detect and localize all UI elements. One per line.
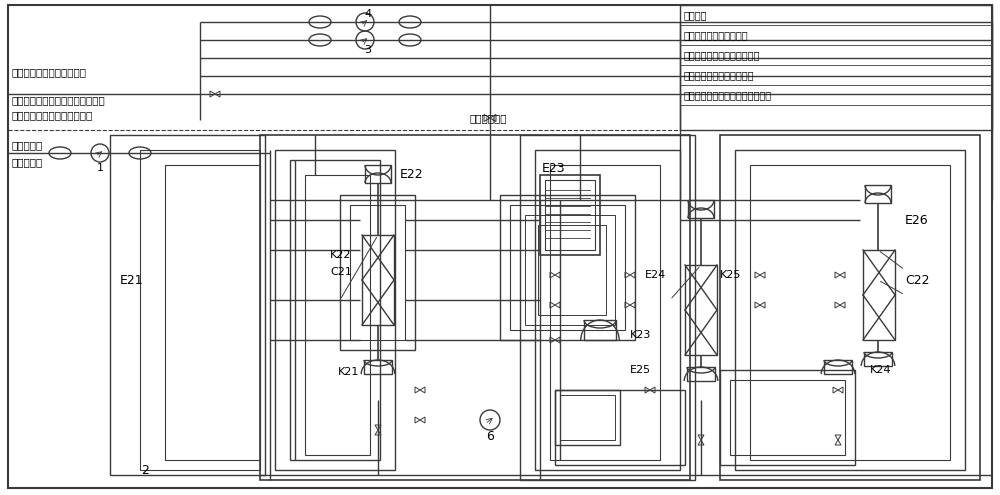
Text: 氩回收装置: 氩回收装置 bbox=[12, 157, 43, 167]
Text: 4: 4 bbox=[364, 9, 372, 19]
Bar bbox=[735, 150, 965, 470]
Text: K24: K24 bbox=[870, 365, 892, 375]
Text: E26: E26 bbox=[905, 213, 929, 227]
Text: 干燥空气来自氩回收装置: 干燥空气来自氩回收装置 bbox=[684, 30, 749, 40]
Bar bbox=[535, 150, 680, 470]
Bar bbox=[165, 165, 260, 460]
Bar bbox=[500, 195, 635, 340]
Text: 废气去氩回收装置利用或放空: 废气去氩回收装置利用或放空 bbox=[12, 110, 93, 120]
Text: K25: K25 bbox=[720, 270, 741, 280]
Text: 3: 3 bbox=[364, 45, 372, 55]
Bar bbox=[538, 225, 606, 315]
Bar bbox=[525, 215, 615, 325]
Text: E23: E23 bbox=[542, 161, 566, 175]
Text: 低压空气去氩回收装置利用或放空: 低压空气去氩回收装置利用或放空 bbox=[684, 90, 772, 100]
Bar bbox=[720, 370, 855, 465]
Text: K22: K22 bbox=[330, 250, 352, 260]
Bar bbox=[140, 150, 260, 470]
Bar bbox=[510, 205, 625, 330]
Bar bbox=[260, 135, 690, 480]
Bar bbox=[863, 250, 895, 340]
Text: 低压氢气去氩回收装置利用或放空: 低压氢气去氩回收装置利用或放空 bbox=[12, 95, 106, 105]
Text: 原料气来自: 原料气来自 bbox=[12, 140, 43, 150]
Text: 氢气去氩回收装置脱氧系统: 氢气去氩回收装置脱氧系统 bbox=[12, 67, 87, 77]
Bar bbox=[824, 360, 852, 374]
Bar bbox=[688, 200, 714, 218]
Bar bbox=[540, 175, 600, 255]
Bar bbox=[720, 135, 980, 480]
Text: 氩气去氩回收装置双膜气柜: 氩气去氩回收装置双膜气柜 bbox=[684, 70, 755, 80]
Bar bbox=[864, 352, 892, 366]
Text: C22: C22 bbox=[905, 274, 930, 287]
Text: 液氢来自贮槽: 液氢来自贮槽 bbox=[470, 113, 508, 123]
Bar bbox=[584, 320, 616, 340]
Bar bbox=[730, 380, 845, 455]
Text: 1: 1 bbox=[96, 163, 104, 173]
Bar bbox=[365, 165, 391, 183]
Text: E25: E25 bbox=[630, 365, 651, 375]
Bar bbox=[545, 180, 595, 250]
Text: E21: E21 bbox=[120, 274, 144, 287]
Text: E22: E22 bbox=[400, 168, 424, 182]
Bar bbox=[750, 165, 950, 460]
Bar bbox=[520, 135, 695, 480]
Bar bbox=[555, 390, 620, 445]
Bar bbox=[560, 395, 615, 440]
Text: 6: 6 bbox=[486, 431, 494, 444]
Bar bbox=[275, 150, 395, 470]
Bar bbox=[305, 175, 370, 455]
Bar bbox=[110, 135, 265, 475]
Bar bbox=[865, 185, 891, 203]
Text: K21: K21 bbox=[338, 367, 359, 377]
Text: C21: C21 bbox=[330, 267, 352, 277]
Bar bbox=[687, 367, 715, 381]
Text: K23: K23 bbox=[630, 330, 651, 340]
Text: 2: 2 bbox=[141, 463, 149, 477]
Text: 废气放空: 废气放空 bbox=[684, 10, 708, 20]
Bar bbox=[685, 265, 717, 355]
Bar bbox=[340, 195, 415, 350]
Bar bbox=[555, 390, 685, 465]
Text: 废气去氩回收装置利用或放空: 废气去氩回收装置利用或放空 bbox=[684, 50, 760, 60]
Bar bbox=[550, 165, 660, 460]
Bar bbox=[350, 205, 405, 340]
Bar bbox=[290, 160, 380, 460]
Text: E24: E24 bbox=[645, 270, 666, 280]
Bar bbox=[680, 5, 992, 130]
Bar bbox=[364, 360, 392, 374]
Bar bbox=[362, 235, 394, 325]
